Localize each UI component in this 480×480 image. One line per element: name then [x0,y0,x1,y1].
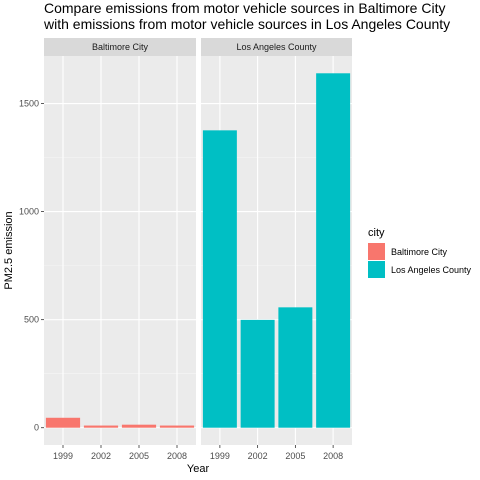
legend-key-los-angeles-county [368,261,385,278]
x-tick-label: 1999 [210,451,230,461]
y-tick-label: 500 [24,315,39,325]
facet-panel-1: Baltimore City [44,38,196,445]
x-tick-label: 2005 [129,451,149,461]
x-tick-label: 2008 [167,451,187,461]
chart-title-line-2: with emissions from motor vehicle source… [43,16,450,32]
chart-title-line-1: Compare emissions from motor vehicle sou… [44,0,445,16]
bar-baltimore-city-1999 [45,417,81,428]
panel-background [44,56,196,445]
facet-strip [201,38,352,56]
facet-panel-2: Los Angeles County [201,38,352,445]
legend-label: Los Angeles County [391,265,472,275]
x-tick-label: 2008 [323,451,343,461]
facet-panels: Baltimore City Los Angeles County [44,38,352,445]
bar-baltimore-city-2005 [121,424,157,428]
legend: city Baltimore City Los Angeles County [368,227,472,278]
facet-strip-label: Los Angeles County [236,42,317,52]
facet-strip [44,38,196,56]
x-axis: 1999 2002 2005 2008 1999 2002 2005 2008 [53,445,343,461]
legend-label: Baltimore City [391,247,448,257]
x-axis-title: Year [187,463,210,475]
y-axis: 0 500 1000 1500 [19,99,44,433]
bar-los-angeles-county-2005 [278,307,313,428]
y-tick-label: 1500 [19,99,39,109]
bar-los-angeles-county-2008 [316,73,351,428]
legend-key-baltimore-city [368,243,385,260]
bar-baltimore-city-2002 [83,425,119,428]
chart-title: Compare emissions from motor vehicle sou… [43,0,450,32]
x-tick-label: 2005 [285,451,305,461]
y-axis-title: PM2.5 emission [3,211,15,289]
x-tick-label: 2002 [248,451,268,461]
bar-los-angeles-county-1999 [202,130,237,428]
facet-strip-label: Baltimore City [92,42,149,52]
x-tick-label: 1999 [53,451,73,461]
y-tick-label: 0 [34,423,39,433]
bar-los-angeles-county-2002 [240,319,275,428]
x-tick-label: 2002 [91,451,111,461]
bar-baltimore-city-2008 [159,425,195,428]
legend-title: city [368,227,385,239]
y-tick-label: 1000 [19,207,39,217]
